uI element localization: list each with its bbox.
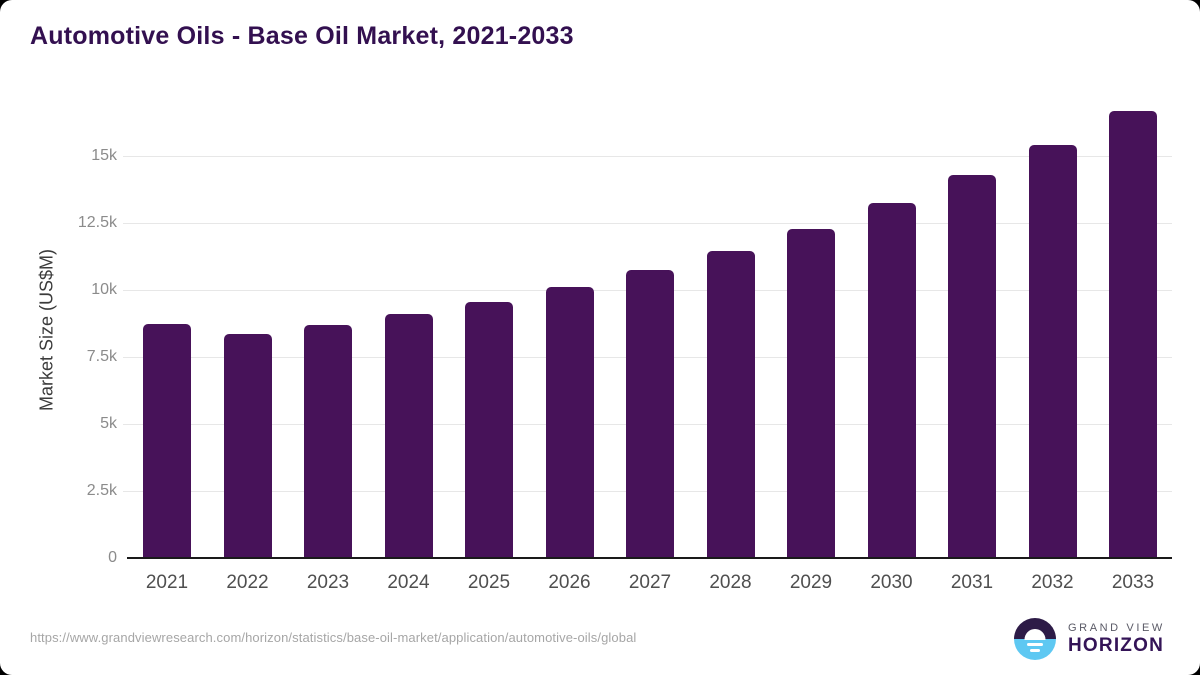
- y-tick-label: 15k: [91, 147, 117, 164]
- x-tick-label: 2031: [950, 572, 994, 593]
- x-tick-label: 2026: [548, 572, 591, 593]
- y-tick-label: 2.5k: [86, 482, 117, 499]
- y-tick-label: 0: [108, 549, 117, 566]
- gridline: [123, 156, 1172, 157]
- x-tick-label: 2029: [789, 572, 833, 593]
- source-url: https://www.grandviewresearch.com/horizo…: [30, 630, 637, 645]
- bar-2028[interactable]: [706, 250, 755, 558]
- bar-2029[interactable]: [787, 228, 835, 558]
- bar-2033[interactable]: [1109, 111, 1157, 558]
- logo-text-horizon: HORIZON: [1068, 634, 1165, 656]
- grandview-horizon-logo: GRAND VIEW HORIZON: [1014, 618, 1165, 660]
- y-tick-label: 10k: [91, 281, 117, 298]
- x-tick-label: 2021: [145, 572, 189, 593]
- logo-text: GRAND VIEW HORIZON: [1068, 622, 1165, 657]
- y-tick-label: 5k: [100, 415, 117, 432]
- y-axis-title: Market Size (US$M): [36, 248, 57, 412]
- bar-2031[interactable]: [948, 175, 996, 558]
- horizon-sun-icon: [1014, 618, 1056, 660]
- bar-2027[interactable]: [626, 270, 674, 558]
- bar-2032[interactable]: [1028, 145, 1077, 558]
- x-tick-label: 2025: [467, 572, 511, 593]
- bar-2030[interactable]: [867, 202, 916, 558]
- y-tick-label: 7.5k: [86, 348, 117, 365]
- reflection-stripe: [1030, 649, 1040, 652]
- x-tick-label: 2032: [1031, 572, 1074, 593]
- x-tick-label: 2023: [306, 572, 350, 593]
- gridline: [123, 223, 1172, 224]
- bar-2022[interactable]: [223, 334, 272, 558]
- x-tick-label: 2030: [870, 572, 913, 593]
- x-tick-label: 2022: [226, 572, 269, 593]
- bar-2023[interactable]: [304, 325, 352, 558]
- bar-2021[interactable]: [143, 324, 191, 558]
- x-tick-label: 2028: [709, 572, 752, 593]
- x-tick-label: 2024: [387, 572, 430, 593]
- x-axis-line: [127, 557, 1172, 559]
- x-tick-label: 2027: [628, 572, 672, 593]
- reflection-stripe: [1027, 643, 1043, 646]
- x-tick-label: 2033: [1111, 572, 1155, 593]
- bar-2024[interactable]: [384, 313, 433, 558]
- sun-dome-shape: [1024, 629, 1046, 640]
- y-tick-label: 12.5k: [77, 214, 117, 231]
- logo-text-grand-view: GRAND VIEW: [1068, 621, 1165, 634]
- bar-2025[interactable]: [465, 301, 513, 558]
- bar-2026[interactable]: [545, 287, 594, 558]
- chart-title: Automotive Oils - Base Oil Market, 2021-…: [30, 22, 574, 50]
